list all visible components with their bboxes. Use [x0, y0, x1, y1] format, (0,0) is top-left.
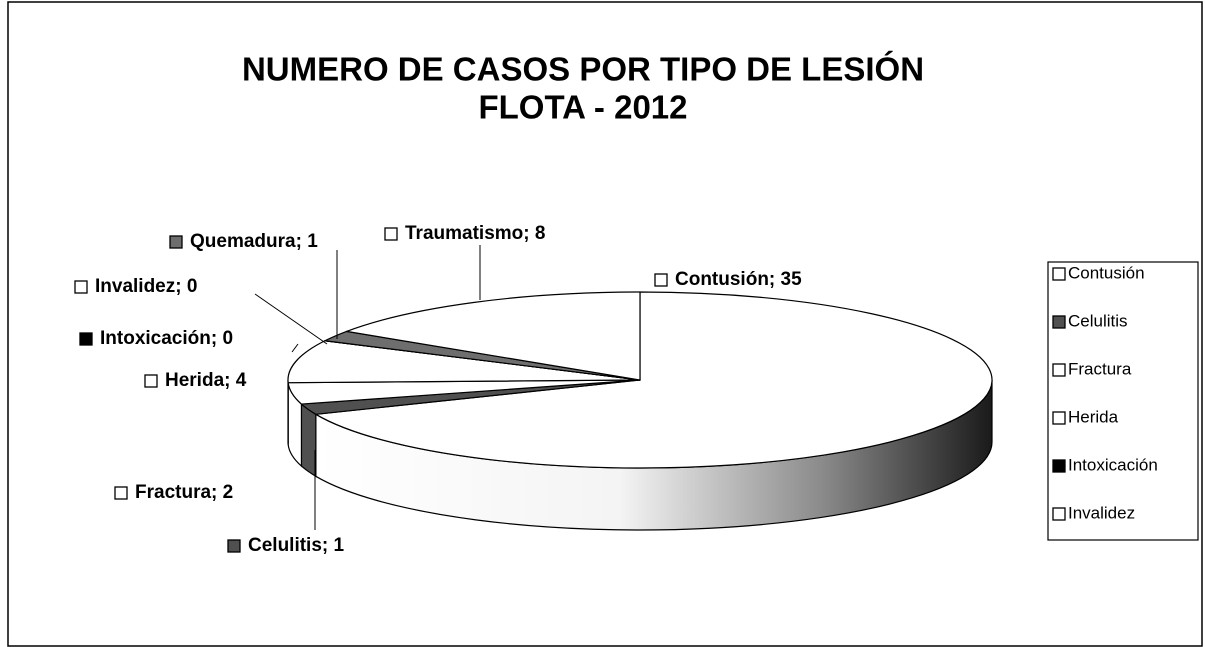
label-swatch [74, 280, 88, 294]
legend-swatch [1052, 507, 1066, 521]
label-swatch [384, 227, 398, 241]
leader-line [291, 343, 299, 353]
pie-side [300, 402, 317, 478]
legend-label: Contusión [1068, 263, 1145, 282]
legend-swatch [1052, 363, 1066, 377]
legend-label: Celulitis [1068, 311, 1128, 330]
legend-label: Invalidez [1068, 503, 1135, 522]
legend-swatch [1052, 267, 1066, 281]
data-label: Traumatismo; 8 [405, 223, 545, 244]
legend-swatch [1052, 459, 1066, 473]
legend-label: Herida [1068, 407, 1119, 426]
label-swatch [114, 486, 128, 500]
legend-swatch [1052, 315, 1066, 329]
label-swatch [227, 539, 241, 553]
legend-label: Fractura [1068, 359, 1132, 378]
legend-swatch [1052, 411, 1066, 425]
data-label: Contusión; 35 [675, 269, 802, 290]
legend-label: Intoxicación [1068, 455, 1158, 474]
pie-slice [287, 340, 641, 384]
chart-title: NUMERO DE CASOS POR TIPO DE LESIÓN [242, 51, 924, 88]
label-swatch [654, 273, 668, 287]
pie-slice [315, 291, 993, 469]
leader-line [254, 293, 328, 345]
chart-subtitle: FLOTA - 2012 [478, 89, 687, 126]
data-label: Quemadura; 1 [190, 231, 318, 252]
label-swatch [169, 235, 183, 249]
legend-box [1047, 261, 1199, 541]
label-swatch [79, 332, 93, 346]
data-label: Invalidez; 0 [95, 276, 197, 297]
data-label: Celulitis; 1 [248, 535, 345, 556]
chart-frame [7, 1, 1203, 647]
data-label: Herida; 4 [165, 370, 247, 391]
label-swatch [144, 374, 158, 388]
data-label: Fractura; 2 [135, 482, 233, 503]
pie-slice [345, 291, 641, 381]
data-label: Intoxicación; 0 [100, 328, 233, 349]
